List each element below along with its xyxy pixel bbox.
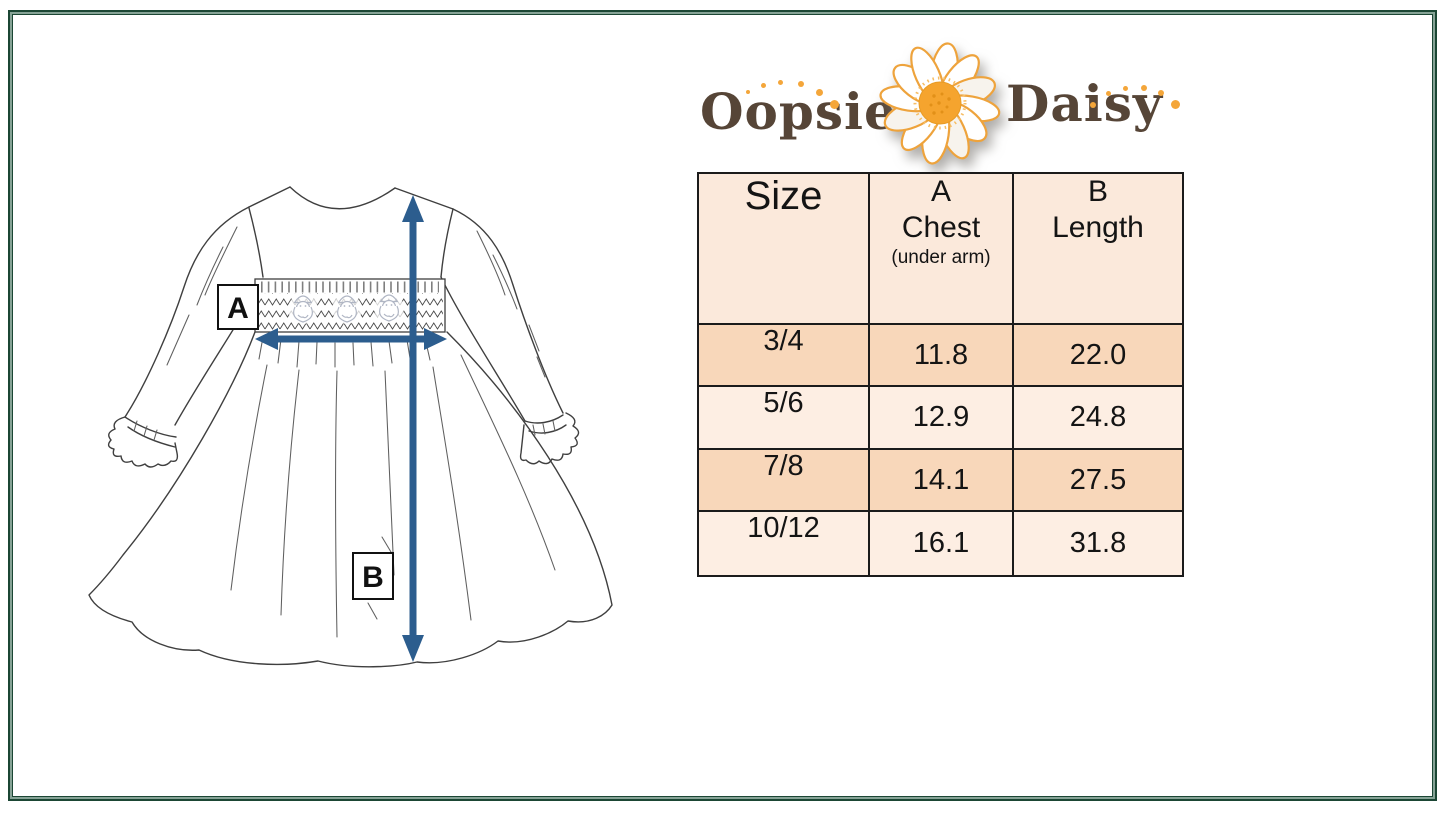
col-header-length-label: Length <box>1052 211 1144 244</box>
length-cell: 22.0 <box>1012 323 1184 387</box>
dress-fold-lines <box>133 226 556 638</box>
chest-cell: 12.9 <box>868 385 1014 450</box>
logo-word-oopsie: Oopsie <box>700 82 897 141</box>
logo-dot <box>1090 102 1096 108</box>
logo-dot <box>816 89 823 96</box>
table-row: 7/8 14.1 27.5 <box>697 448 1184 512</box>
logo-dot <box>746 90 750 94</box>
brand-logo: Oopsie Daisy <box>690 40 1195 180</box>
col-header-size: Size <box>697 172 870 325</box>
chest-cell: 14.1 <box>868 448 1014 512</box>
logo-dot <box>798 81 804 87</box>
table-row: 10/12 16.1 31.8 <box>697 510 1184 577</box>
daisy-flower-icon <box>879 42 1001 165</box>
logo-dot <box>1171 100 1180 109</box>
col-header-chest: A Chest (under arm) <box>868 172 1014 325</box>
size-chart-table: Size A Chest (under arm) B Length 3/4 11… <box>697 172 1184 577</box>
dress-measurement-diagram: A B <box>88 186 613 668</box>
size-cell: 7/8 <box>697 448 870 512</box>
chest-cell: 11.8 <box>868 323 1014 387</box>
size-cell: 3/4 <box>697 323 870 387</box>
length-cell: 31.8 <box>1012 510 1184 577</box>
logo-dot <box>1123 86 1128 91</box>
label-box-a: A <box>217 284 259 330</box>
label-b-text: B <box>362 561 384 594</box>
santa-motifs <box>288 293 404 324</box>
col-header-chest-sublabel: (under arm) <box>891 247 991 268</box>
dress-sketch <box>88 186 613 668</box>
logo-dot <box>830 100 839 109</box>
table-header-row: Size A Chest (under arm) B Length <box>697 172 1184 325</box>
logo-word-daisy: Daisy <box>1006 74 1163 133</box>
logo-dot <box>778 80 783 85</box>
length-cell: 27.5 <box>1012 448 1184 512</box>
logo-dot <box>1141 85 1147 91</box>
size-cell: 5/6 <box>697 385 870 450</box>
col-header-chest-label: Chest <box>901 211 981 244</box>
size-cell: 10/12 <box>697 510 870 577</box>
col-header-length: B Length <box>1012 172 1184 325</box>
table-row: 5/6 12.9 24.8 <box>697 385 1184 450</box>
length-cell: 24.8 <box>1012 385 1184 450</box>
table-row: 3/4 11.8 22.0 <box>697 323 1184 387</box>
measure-arrow-a <box>255 328 447 350</box>
col-header-length-letter: B <box>1087 175 1108 208</box>
chest-cell: 16.1 <box>868 510 1014 577</box>
logo-dot <box>1158 90 1164 96</box>
label-box-b: B <box>352 552 394 600</box>
measure-arrow-b <box>402 195 424 662</box>
col-header-size-label: Size <box>744 174 823 218</box>
col-header-chest-letter: A <box>930 175 951 208</box>
logo-dot <box>1106 91 1111 96</box>
logo-dot <box>761 83 766 88</box>
label-a-text: A <box>227 292 249 325</box>
